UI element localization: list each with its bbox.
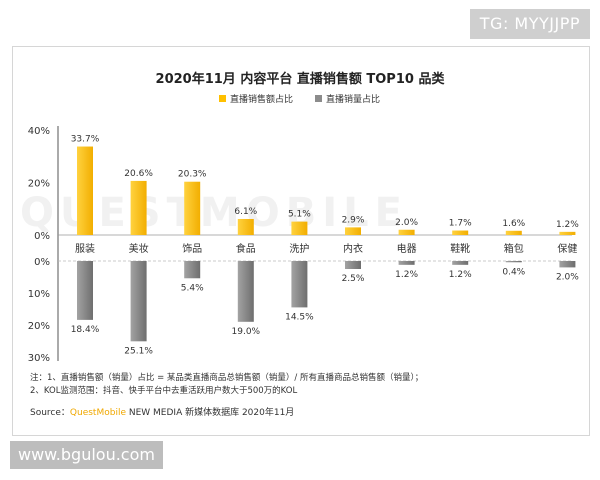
bar-volume	[237, 261, 254, 322]
footnote-1: 注：1、直播销售额（销量）占比 = 某品类直播商品总销售额（销量）/ 所有直播商…	[30, 373, 424, 383]
data-label-sales: 20.6%	[124, 169, 153, 179]
data-label-volume: 2.0%	[556, 272, 579, 282]
legend-item-sales: 直播销售额占比	[219, 92, 293, 105]
data-label-sales: 2.0%	[395, 218, 418, 228]
category-label: 饰品	[182, 242, 202, 255]
bottom-tick-label: 20%	[28, 321, 50, 332]
bar-volume	[452, 261, 469, 265]
data-label-sales: 2.9%	[342, 215, 365, 225]
data-label-volume: 2.5%	[342, 274, 365, 284]
category-label: 美妆	[129, 242, 149, 255]
source-brand: QuestMobile	[69, 408, 126, 418]
bar-sales	[130, 180, 147, 235]
bar-volume	[398, 261, 415, 265]
bar-sales	[184, 181, 201, 235]
data-label-sales: 6.1%	[234, 207, 257, 217]
footnote-2: 2、KOL监测范围：抖音、快手平台中去重活跃用户数大于500万的KOL	[30, 386, 298, 396]
legend-label-volume: 直播销量占比	[326, 95, 381, 105]
bar-sales	[237, 218, 254, 235]
legend-label-sales: 直播销售额占比	[230, 95, 294, 105]
bottom-tick-label: 10%	[28, 289, 50, 300]
category-label: 洗护	[289, 242, 309, 255]
top-tick-label: 0%	[34, 231, 50, 242]
bar-volume	[291, 261, 308, 308]
data-label-sales: 1.6%	[502, 219, 525, 229]
bar-sales	[291, 221, 308, 235]
bar-volume	[505, 261, 522, 263]
legend: 直播销售额占比 直播销量占比	[219, 92, 380, 105]
data-label-volume: 1.2%	[395, 270, 418, 280]
legend-swatch-volume	[315, 95, 323, 102]
data-label-volume: 18.4%	[71, 325, 100, 335]
top-tick-label: 40%	[28, 126, 50, 137]
category-label: 食品	[236, 242, 256, 255]
data-label-volume: 0.4%	[502, 267, 525, 277]
data-label-sales: 1.2%	[556, 220, 579, 230]
source-prefix: Source：	[30, 408, 70, 418]
bar-volume	[559, 261, 576, 268]
bottom-tick-label: 30%	[28, 353, 50, 364]
bar-sales	[505, 230, 522, 235]
data-label-sales: 33.7%	[71, 135, 100, 145]
data-label-sales: 20.3%	[178, 170, 207, 180]
data-label-volume: 5.4%	[181, 283, 204, 293]
category-label: 内衣	[343, 242, 363, 255]
legend-item-volume: 直播销量占比	[315, 92, 380, 105]
category-label: 鞋靴	[450, 242, 470, 255]
data-label-volume: 14.5%	[285, 312, 314, 322]
legend-swatch-sales	[219, 95, 226, 102]
bar-sales	[345, 227, 361, 235]
bar-sales	[559, 231, 576, 235]
category-label: 保健	[557, 242, 577, 255]
bar-volume	[130, 261, 147, 342]
category-label: 服装	[75, 242, 95, 255]
watermark-top-label: TG: MYYJJPP	[469, 9, 590, 39]
top-tick-label: 20%	[28, 179, 50, 190]
bar-volume	[184, 261, 201, 279]
bar-sales	[398, 229, 415, 235]
bar-volume	[77, 261, 93, 320]
watermark-bottom-label: www.bgulou.com	[10, 441, 163, 469]
chart-card	[12, 46, 590, 436]
data-label-volume: 1.2%	[449, 270, 472, 280]
source-line: Source：QuestMobile NEW MEDIA 新媒体数据库 2020…	[30, 405, 294, 418]
bar-volume	[345, 261, 361, 269]
bar-sales	[77, 146, 93, 235]
category-label: 电器	[397, 242, 417, 255]
source-rest: NEW MEDIA 新媒体数据库 2020年11月	[126, 408, 295, 418]
bottom-tick-label: 0%	[34, 257, 50, 268]
category-label: 箱包	[504, 242, 524, 255]
chart-title: 2020年11月 内容平台 直播销售额 TOP10 品类	[155, 72, 445, 87]
data-label-sales: 1.7%	[449, 219, 472, 229]
data-label-sales: 5.1%	[288, 210, 311, 220]
bar-sales	[452, 230, 469, 235]
data-label-volume: 19.0%	[232, 327, 261, 337]
data-label-volume: 25.1%	[124, 346, 153, 356]
